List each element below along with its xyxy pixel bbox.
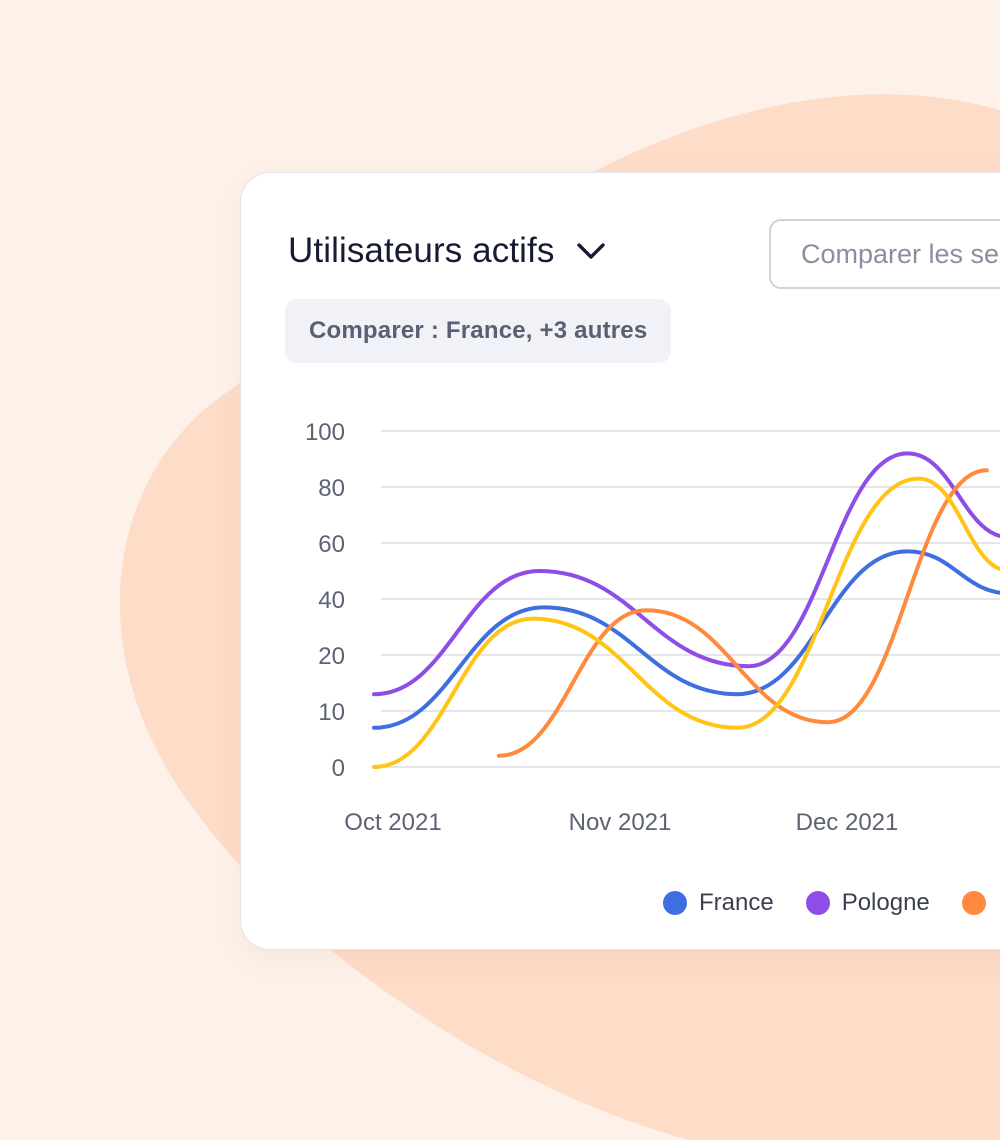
compare-segments-input[interactable] bbox=[769, 219, 1000, 289]
legend-dot bbox=[663, 891, 687, 915]
legend-label: Pologne bbox=[841, 889, 930, 916]
legend-item-pologne[interactable]: Pologne bbox=[805, 889, 930, 917]
x-tick-label: Dec 2021 bbox=[796, 809, 899, 836]
y-tick-label: 40 bbox=[318, 587, 345, 614]
chart-series bbox=[372, 451, 1000, 769]
series-line-series-3 bbox=[496, 468, 989, 758]
legend-dot bbox=[805, 891, 830, 915]
chevron-down-icon[interactable] bbox=[574, 234, 608, 268]
y-tick-label: 60 bbox=[318, 531, 345, 558]
legend-dot bbox=[961, 891, 986, 915]
y-tick-label: 100 bbox=[305, 419, 345, 446]
legend-item-france[interactable]: France bbox=[663, 889, 774, 917]
card-title[interactable]: Utilisateurs actifs bbox=[288, 231, 555, 270]
x-axis-ticks: Oct 2021 Nov 2021 Dec 2021 bbox=[344, 809, 898, 836]
active-users-card: Utilisateurs actifs Comparer : France, +… bbox=[240, 172, 1000, 950]
x-tick-label: Nov 2021 bbox=[569, 809, 672, 836]
chart-gridlines bbox=[381, 430, 1000, 768]
compare-summary-chip[interactable]: Comparer : France, +3 autres bbox=[285, 299, 672, 363]
series-line-france bbox=[372, 549, 1000, 730]
y-tick-label: 10 bbox=[318, 699, 345, 726]
series-line-pologne bbox=[372, 451, 1000, 697]
y-tick-label: 80 bbox=[318, 475, 345, 502]
legend-item-orange[interactable] bbox=[961, 891, 986, 915]
chart-legend: France Pologne bbox=[663, 889, 986, 917]
metric-selector[interactable]: Utilisateurs actifs bbox=[288, 231, 608, 271]
y-tick-label: 0 bbox=[332, 755, 345, 782]
y-tick-label: 20 bbox=[318, 643, 345, 670]
x-tick-label: Oct 2021 bbox=[344, 809, 441, 836]
legend-label: France bbox=[699, 889, 774, 916]
series-line-series-4 bbox=[372, 476, 1000, 769]
